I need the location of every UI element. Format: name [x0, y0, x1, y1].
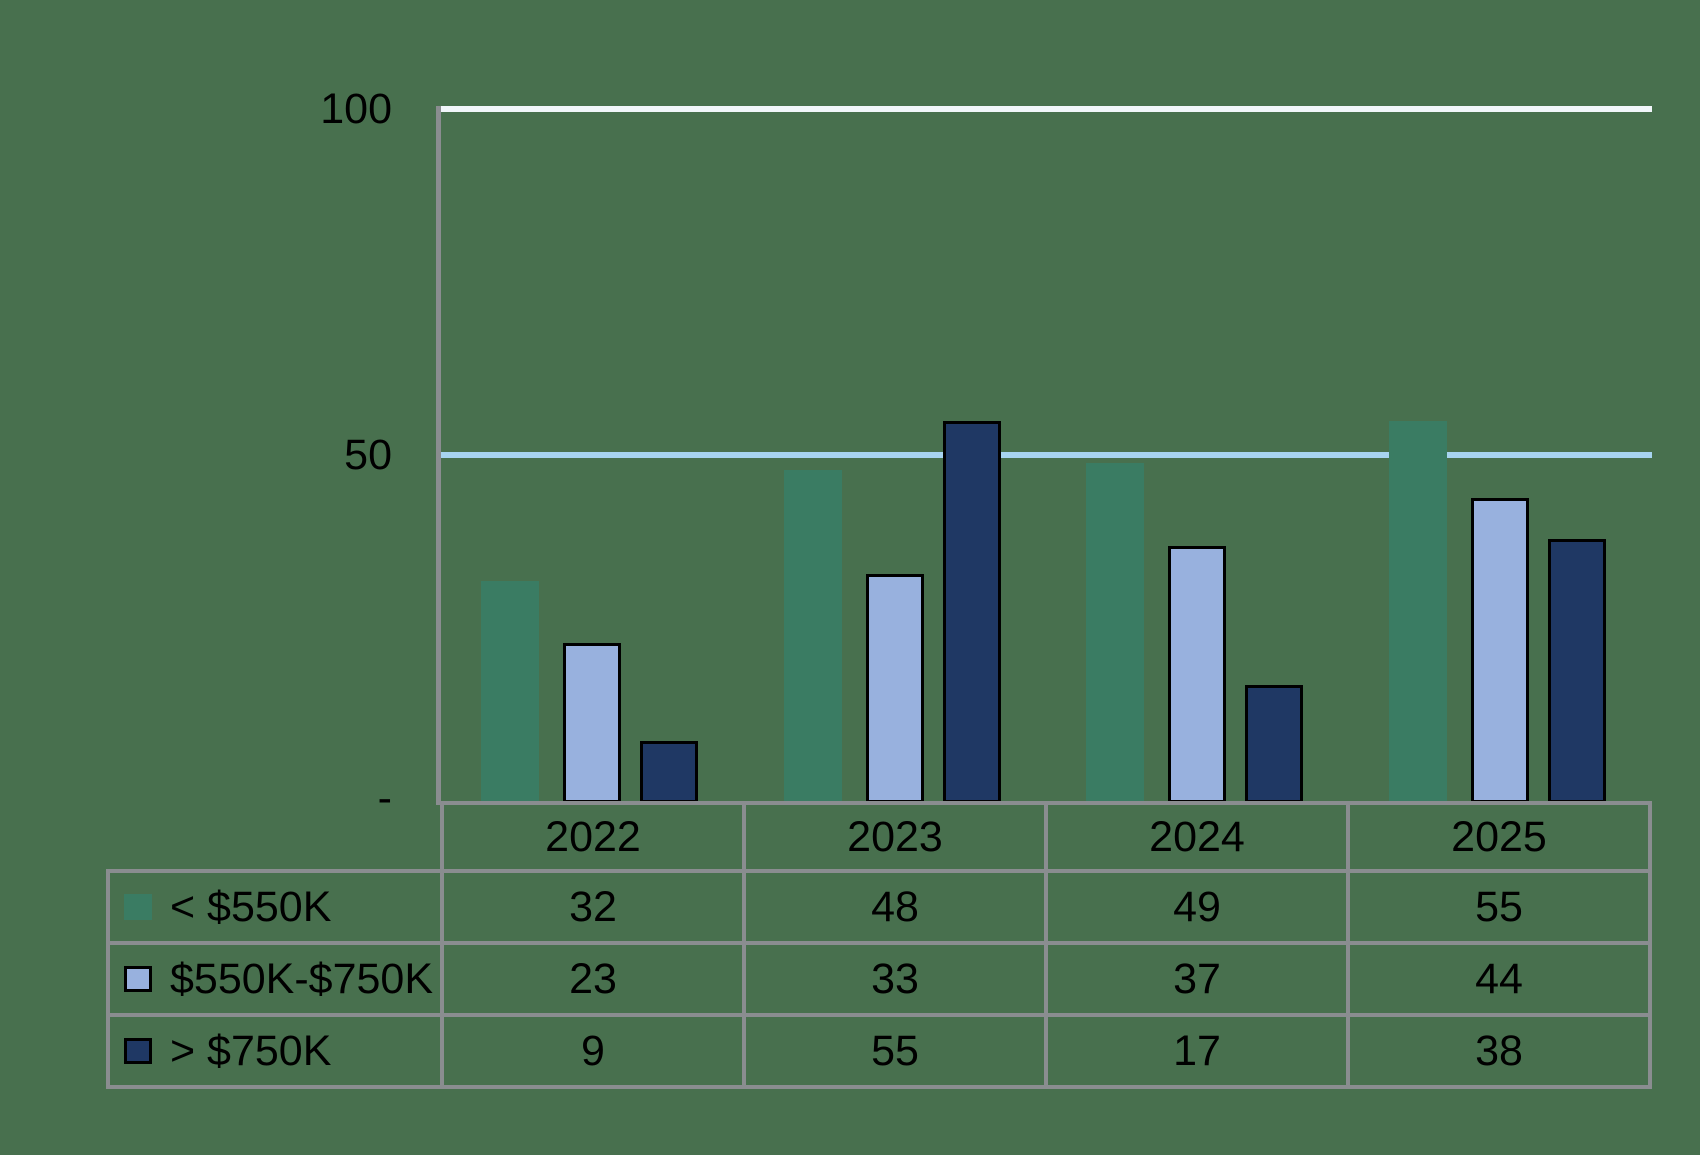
- value-cell: 55: [742, 1013, 1048, 1089]
- bar-2025-series-1: [1471, 498, 1529, 803]
- bar-2022-series-2: [640, 741, 698, 803]
- bar-2024-series-2: [1245, 685, 1303, 803]
- legend-cell-lt-550k: < $550K: [106, 869, 444, 945]
- year-header-2023: 2023: [742, 801, 1048, 873]
- gridline-100: [438, 106, 1652, 112]
- bar-2025-series-2: [1548, 539, 1606, 803]
- series-label-gt-750k: > $750K: [170, 1026, 332, 1075]
- value-cell: 23: [440, 941, 746, 1017]
- bar-2022-series-0: [481, 581, 539, 803]
- legend-cell-gt-750k: > $750K: [106, 1013, 444, 1089]
- value-cell: 32: [440, 869, 746, 945]
- series-swatch-gt-750k: [124, 1038, 152, 1064]
- table-corner-spacer: [108, 803, 442, 871]
- value-cell: 55: [1346, 869, 1652, 945]
- bar-2022-series-1: [563, 643, 621, 803]
- series-label-550k-750k: $550K-$750K: [170, 954, 433, 1003]
- bar-2025-series-0: [1389, 421, 1447, 803]
- value-cell: 49: [1044, 869, 1350, 945]
- legend-cell-550k-750k: $550K-$750K: [106, 941, 444, 1017]
- table-row-gt-750k: > $750K 9 55 17 38: [106, 1013, 1652, 1089]
- y-tick-label-50: 50: [344, 431, 392, 479]
- series-swatch-550k-750k: [124, 966, 152, 992]
- bar-2023-series-2: [943, 421, 1001, 803]
- gridline-50: [441, 452, 1652, 458]
- year-header-2024: 2024: [1044, 801, 1350, 873]
- bar-2024-series-0: [1086, 463, 1144, 803]
- bar-2023-series-0: [784, 470, 842, 803]
- y-tick-label-zero: -: [377, 774, 392, 822]
- series-label-lt-550k: < $550K: [170, 882, 332, 931]
- table-row-550k-750k: $550K-$750K 23 33 37 44: [106, 941, 1652, 1017]
- table-header-row: 2022 2023 2024 2025: [108, 801, 1652, 873]
- value-cell: 38: [1346, 1013, 1652, 1089]
- value-cell: 44: [1346, 941, 1652, 1017]
- y-axis-line: [436, 106, 441, 805]
- y-tick-label-100: 100: [320, 85, 392, 133]
- year-header-2025: 2025: [1346, 801, 1652, 873]
- value-cell: 48: [742, 869, 1048, 945]
- bar-2024-series-1: [1168, 546, 1226, 803]
- value-cell: 37: [1044, 941, 1350, 1017]
- data-table: 2022 2023 2024 2025 < $550K 32 48 49 55 …: [106, 801, 1652, 1089]
- year-header-2022: 2022: [440, 801, 746, 873]
- value-cell: 9: [440, 1013, 746, 1089]
- value-cell: 33: [742, 941, 1048, 1017]
- value-cell: 17: [1044, 1013, 1350, 1089]
- bar-2023-series-1: [866, 574, 924, 803]
- table-row-lt-550k: < $550K 32 48 49 55: [106, 869, 1652, 945]
- series-swatch-lt-550k: [124, 894, 152, 920]
